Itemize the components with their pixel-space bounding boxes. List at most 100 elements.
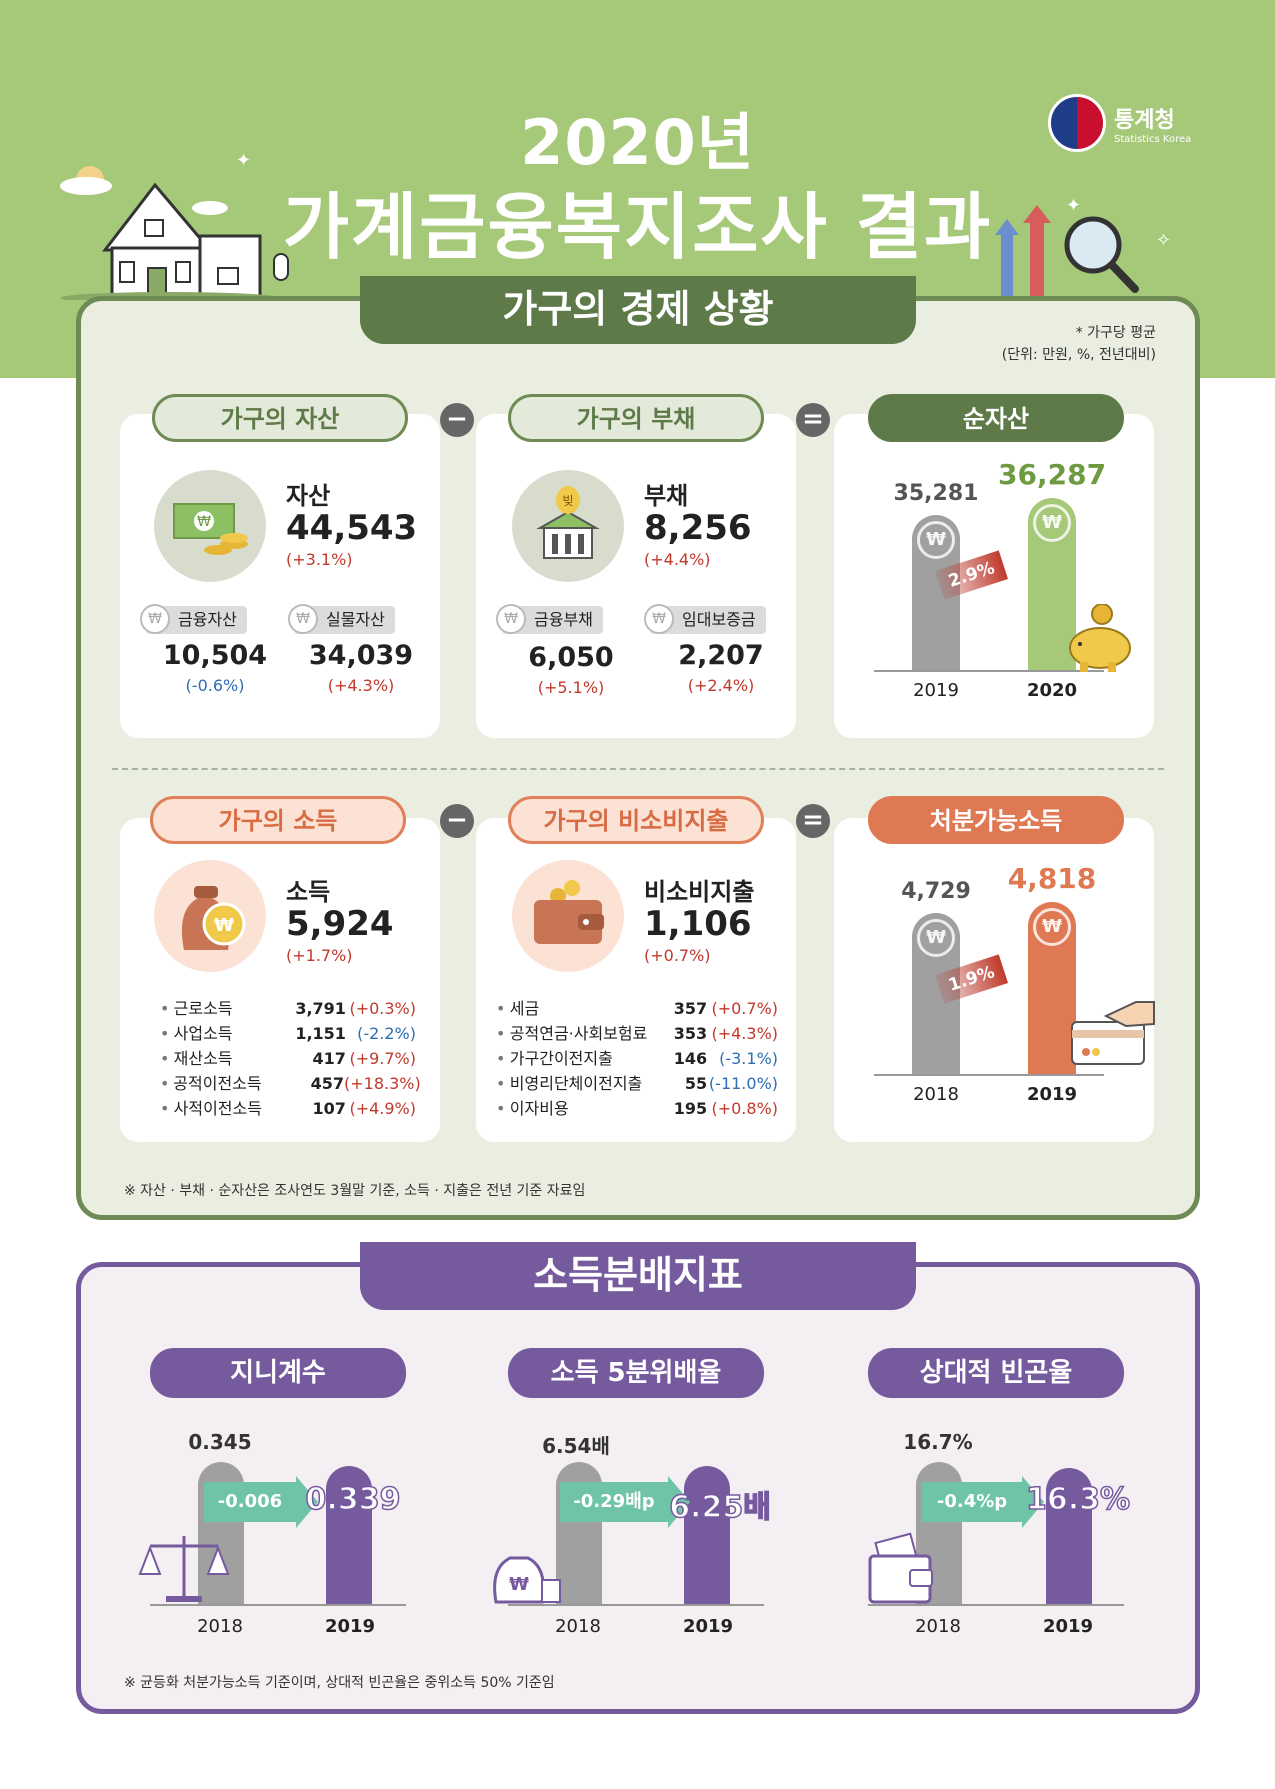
gini-pill: 지니계수	[150, 1348, 406, 1398]
net-assets-year-2020: 2020	[1026, 680, 1078, 701]
income-component-name: 재산소득	[173, 1049, 233, 1068]
nonconsumption-component-value: 353	[673, 1024, 708, 1043]
disposable-income-value-2019: 4,818	[1007, 862, 1097, 895]
poverty-2019-value: 16.3%	[1025, 1481, 1131, 1518]
nonconsumption-component-name: 비영리단체이전지출	[509, 1074, 643, 1093]
house-icon	[60, 166, 289, 300]
gini-change-arrow: -0.006	[204, 1476, 318, 1528]
assets-label: 자산	[286, 482, 331, 510]
magnifier-icon	[995, 205, 1139, 305]
quintile-2018-year: 2018	[555, 1616, 601, 1637]
section-divider	[112, 768, 1164, 770]
nonconsumption-component-name: 가구간이전지출	[509, 1049, 613, 1068]
nonconsumption-breakdown-list: • 세금 357 (+0.7%) • 공적연금·사회보험료 353 (+4.3%) • 가구간이전…	[496, 996, 778, 1121]
quintile-2019-year: 2019	[682, 1616, 734, 1637]
nonconsumption-component-item: • 비영리단체이전지출 55 (-11.0%)	[496, 1071, 778, 1096]
income-value: 5,924	[286, 904, 394, 944]
poverty-2018-value: 16.7%	[903, 1430, 973, 1454]
equals-operator: =	[796, 403, 830, 437]
section1-footnote: ※ 자산 · 부채 · 순자산은 조사연도 3월말 기준, 소득 · 지출은 전…	[124, 1183, 586, 1199]
won-icon: ₩	[140, 604, 170, 634]
nonconsumption-card	[476, 818, 796, 1142]
poverty-change-arrow: -0.4%p	[922, 1476, 1044, 1528]
lease-deposit-value: 2,207	[678, 640, 764, 671]
money-bag-icon: ₩	[493, 1556, 561, 1604]
nonconsumption-component-name: 공적연금·사회보험료	[509, 1024, 648, 1043]
income-pill: 가구의 소득	[150, 796, 406, 844]
statistics-korea-logo: 통계청 Statistics Korea	[1048, 94, 1191, 152]
lease-deposit-tag: ₩ 임대보증금	[644, 604, 766, 634]
won-icon: ₩	[288, 604, 318, 634]
poverty-2019-bar	[1046, 1468, 1092, 1604]
bullet-icon: •	[496, 1049, 506, 1068]
wallet-icon	[512, 860, 624, 972]
bank-icon: 빚	[512, 470, 624, 582]
net-assets-year-2019: 2019	[913, 680, 959, 701]
income-component-change: (+18.3%)	[344, 1074, 421, 1093]
real-assets-tag: ₩ 실물자산	[288, 604, 395, 634]
financial-debt-tag-label: 금융부채	[534, 610, 593, 629]
quintile-ratio-pill: 소득 5분위배율	[508, 1348, 764, 1398]
income-component-change: (-2.2%)	[357, 1024, 416, 1043]
nonconsumption-component-change: (-11.0%)	[708, 1074, 779, 1093]
equals-operator: =	[796, 804, 830, 838]
logo-english: Statistics Korea	[1114, 133, 1192, 145]
debt-card	[476, 414, 796, 738]
assets-change: (+3.1%)	[286, 550, 353, 569]
financial-debt-tag: ₩ 금융부채	[496, 604, 603, 634]
real-assets-change: (+4.3%)	[327, 676, 395, 695]
income-component-value: 107	[312, 1099, 346, 1118]
net-assets-axis	[874, 670, 1104, 672]
poverty-2019-year: 2019	[1042, 1616, 1094, 1637]
income-component-change: (+9.7%)	[349, 1049, 416, 1068]
unit-note-line2: (단위: 만원, %, 전년대비)	[1001, 347, 1156, 363]
nonconsumption-component-item: • 이자비용 195 (+0.8%)	[496, 1096, 778, 1121]
disposable-income-pill: 처분가능소득	[868, 796, 1124, 844]
bullet-icon: •	[496, 1024, 506, 1043]
svg-text:빚: 빚	[562, 494, 573, 508]
bullet-icon: •	[160, 1074, 170, 1093]
nonconsumption-component-change: (-3.1%)	[719, 1049, 779, 1068]
nonconsumption-component-value: 55	[684, 1074, 708, 1093]
income-component-item: • 사적이전소득 107 (+4.9%)	[160, 1096, 416, 1121]
nonconsumption-component-change: (+0.8%)	[711, 1099, 779, 1118]
income-component-value: 457	[310, 1074, 344, 1093]
won-coin-icon: ₩	[917, 919, 955, 957]
bullet-icon: •	[160, 1099, 170, 1118]
gini-axis	[150, 1604, 406, 1606]
income-component-value: 3,791	[295, 999, 346, 1018]
nonconsumption-component-item: • 공적연금·사회보험료 353 (+4.3%)	[496, 1021, 778, 1046]
poverty-rate-pill: 상대적 빈곤율	[868, 1348, 1124, 1398]
nonconsumption-component-value: 357	[673, 999, 708, 1018]
disposable-income-value-2018: 4,729	[901, 879, 971, 904]
bullet-icon: •	[496, 1099, 506, 1118]
won-coin-icon: ₩	[1033, 504, 1071, 542]
net-assets-pill: 순자산	[868, 394, 1124, 442]
income-component-value: 417	[312, 1049, 346, 1068]
income-component-change: (+0.3%)	[349, 999, 416, 1018]
nonconsumption-component-item: • 가구간이전지출 146 (-3.1%)	[496, 1046, 778, 1071]
gini-2019-value: 0.339	[305, 1481, 401, 1518]
quintile-axis	[508, 1604, 764, 1606]
won-coin-icon: ₩	[917, 521, 955, 559]
wallet-icon	[868, 1532, 933, 1604]
debt-value: 8,256	[644, 508, 752, 548]
income-component-name: 사업소득	[173, 1024, 233, 1043]
quintile-2018-value: 6.54배	[542, 1434, 610, 1458]
income-component-value: 1,151	[295, 1024, 346, 1043]
unit-note: * 가구당 평균 (단위: 만원, %, 전년대비)	[960, 322, 1156, 366]
nonconsumption-pill: 가구의 비소비지출	[508, 796, 764, 844]
poverty-axis	[868, 1604, 1124, 1606]
nonconsumption-component-name: 세금	[509, 999, 540, 1018]
svg-text:₩: ₩	[197, 514, 211, 530]
debt-change: (+4.4%)	[644, 550, 711, 569]
svg-text:₩: ₩	[509, 1574, 529, 1595]
nonconsumption-component-item: • 세금 357 (+0.7%)	[496, 996, 778, 1021]
income-label: 소득	[286, 878, 331, 906]
real-assets-tag-label: 실물자산	[326, 610, 385, 629]
card-icon	[1071, 1001, 1155, 1065]
gini-2019-year: 2019	[324, 1616, 376, 1637]
debt-label: 부채	[644, 482, 689, 510]
gini-2018-value: 0.345	[188, 1430, 252, 1454]
financial-debt-value: 6,050	[528, 642, 614, 673]
